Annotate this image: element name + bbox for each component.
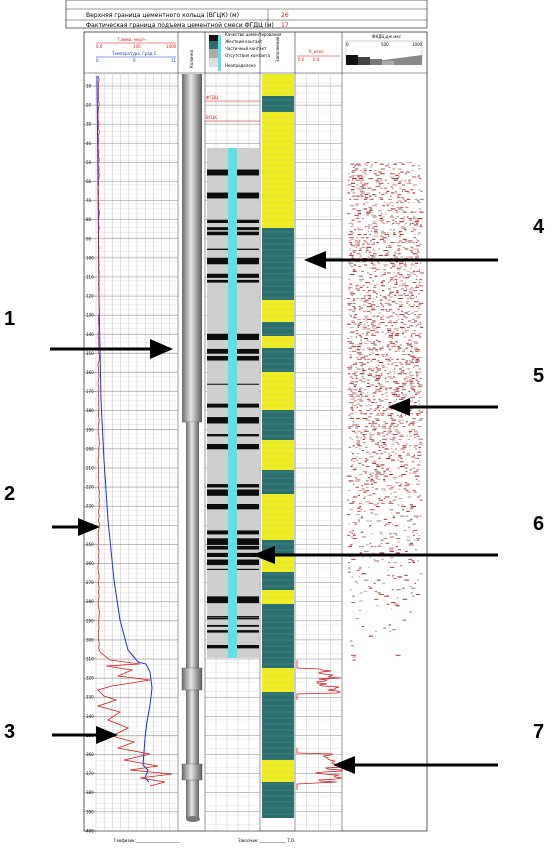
temp-scale-2: 11 xyxy=(171,58,177,63)
track3-title: Качество цементирования xyxy=(225,32,282,37)
fill-bands xyxy=(262,74,294,818)
track5-scale-1: 0.4 xyxy=(313,57,320,62)
track4-title: Заполнение xyxy=(275,36,280,62)
acoustic-wave-image xyxy=(347,162,425,661)
track1-header: Гамма, мкр/ч 0.0 100 1000 Температура, Г… xyxy=(96,37,177,63)
callout-1: 1 xyxy=(4,308,15,330)
callout-numbers: 1 2 3 4 5 6 7 xyxy=(4,216,545,743)
track6-title: ФКДЦ,дж.мкс xyxy=(372,34,401,39)
track3-legend-0: Жесткий контакт xyxy=(225,39,263,44)
callout-6: 6 xyxy=(533,513,544,535)
footer-right: Заказчик: _____________ Т.О. xyxy=(238,838,295,843)
track3-legend-3: Неопределено xyxy=(225,63,256,68)
casing-column xyxy=(181,74,203,822)
temperature-curve xyxy=(96,75,153,783)
gamma-curve xyxy=(96,75,173,787)
header-row2-label: Фактическая граница подъема цементной см… xyxy=(86,22,274,29)
footer: Геофизик:______________________ Заказчик… xyxy=(114,838,295,843)
track1-grid xyxy=(95,73,179,832)
temp-scale-1: 0 xyxy=(133,58,136,63)
track6-scale-2: 1000 xyxy=(412,42,423,47)
gamma-scale-1: 100 xyxy=(133,44,141,49)
gamma-scale-0: 0.0 xyxy=(96,44,103,49)
temp-title: Температура, Град.С xyxy=(111,51,157,56)
cyan-fill-band xyxy=(228,148,237,658)
cement-marks: ФГДЦ ВГЦК xyxy=(205,95,260,122)
track3-legend-2: Отсутствие контакта xyxy=(225,53,271,58)
callout-4: 4 xyxy=(533,216,545,238)
track6-scale-0: 0 xyxy=(346,42,349,47)
mark-fgdc: ФГДЦ xyxy=(206,95,218,100)
temp-scale-0: 0 xyxy=(96,58,99,63)
track5-scale-0: 0.0 xyxy=(298,57,305,62)
header-row2-value: 17 xyxy=(281,22,289,29)
track6-scale-1: 500 xyxy=(381,42,389,47)
track3-legend-1: Частичный контакт xyxy=(225,46,267,51)
callouts xyxy=(50,251,498,774)
header-row1-value: 26 xyxy=(281,12,289,19)
track5-grid xyxy=(294,73,343,832)
callout-3: 3 xyxy=(4,721,15,743)
track6-header: ФКДЦ,дж.мкс 0 500 1000 xyxy=(345,34,423,65)
track5-title: R_изол xyxy=(309,49,324,54)
callout-7: 7 xyxy=(533,721,544,743)
mark-vgck: ВГЦК xyxy=(206,115,217,120)
gamma-scale-2: 1000 xyxy=(166,44,177,49)
header-table: Верхняя граница цементного кольца (ВГЦК)… xyxy=(65,0,428,29)
gamma-title: Гамма, мкр/ч xyxy=(118,37,146,42)
callout-5: 5 xyxy=(533,365,544,387)
header-row1-label: Верхняя граница цементного кольца (ВГЦК)… xyxy=(86,12,239,19)
track2-title: Колонна xyxy=(189,49,194,68)
track5-header: R_изол 0.0 0.4 xyxy=(297,49,340,62)
depth-scale: 1020304050607080901001101201301401501601… xyxy=(84,84,96,833)
track3-header: Качество цементирования Жесткий контакт … xyxy=(209,32,282,71)
callout-2: 2 xyxy=(4,483,15,505)
footer-left: Геофизик:______________________ xyxy=(114,838,181,843)
resistance-curve xyxy=(296,660,343,790)
